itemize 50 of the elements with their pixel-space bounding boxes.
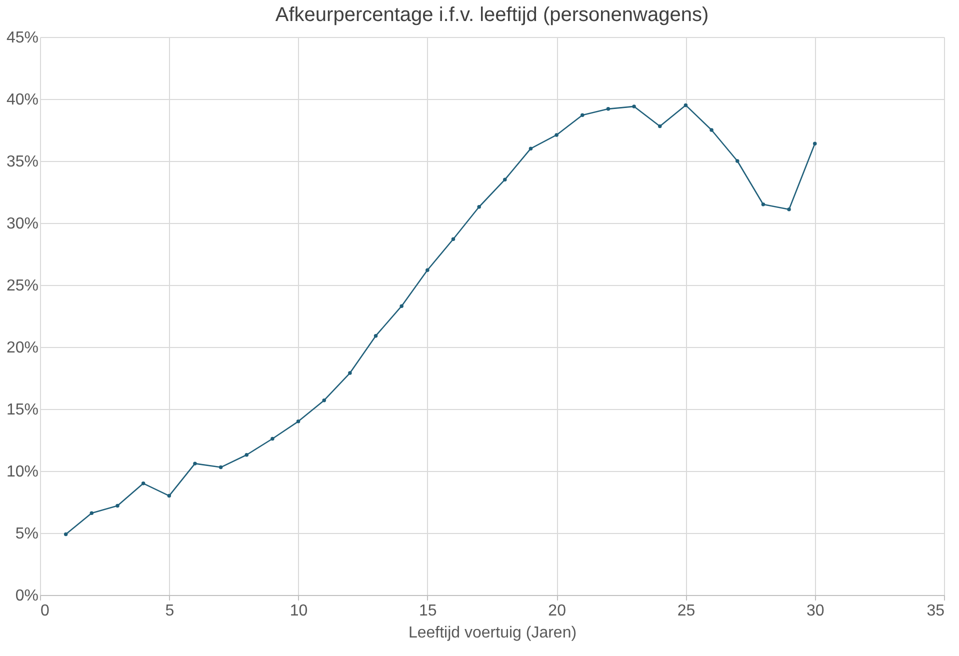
- point: [632, 104, 636, 108]
- x-tick-label: 35: [926, 602, 945, 620]
- point: [812, 142, 817, 146]
- point: [710, 128, 714, 132]
- point: [64, 532, 68, 536]
- point: [554, 133, 558, 137]
- point: [270, 436, 274, 441]
- y-tick-label: 30%: [6, 216, 38, 232]
- point: [606, 107, 610, 111]
- y-tick-label: 15%: [6, 402, 38, 418]
- point: [244, 453, 248, 457]
- point: [736, 159, 740, 163]
- point: [116, 504, 120, 508]
- point: [761, 202, 766, 206]
- point: [374, 334, 378, 338]
- point: [167, 494, 172, 498]
- point: [787, 207, 791, 212]
- y-tick-label: 35%: [6, 154, 38, 170]
- point: [141, 482, 146, 486]
- point: [658, 124, 662, 128]
- y-tick-label: 0%: [15, 588, 38, 604]
- y-tick-label: 40%: [6, 92, 38, 108]
- y-tick-label: 45%: [6, 30, 38, 46]
- point: [90, 511, 94, 516]
- point: [528, 146, 533, 150]
- y-tick-label: 20%: [6, 340, 38, 356]
- point: [477, 205, 481, 209]
- point: [684, 103, 688, 108]
- x-tick-label: 5: [165, 602, 174, 620]
- point: [503, 178, 507, 182]
- x-tick-label: 0: [40, 602, 50, 620]
- x-tick-label: 30: [806, 602, 824, 620]
- point: [348, 371, 352, 375]
- point: [451, 237, 456, 241]
- point: [296, 420, 300, 424]
- y-tick-label: 5%: [15, 526, 38, 542]
- x-tick-label: 20: [548, 602, 566, 620]
- x-tick-label: 25: [677, 602, 696, 620]
- point: [322, 398, 326, 402]
- point: [193, 462, 197, 466]
- point: [580, 113, 584, 117]
- x-tick-label: 10: [290, 602, 308, 620]
- point: [400, 304, 404, 308]
- x-axis-title: Leeftijd voertuig (Jaren): [408, 624, 577, 642]
- chart-title: Afkeurpercentage i.f.v. leeftijd (personenwagens): [275, 4, 709, 26]
- point: [218, 465, 223, 470]
- point: [426, 268, 430, 272]
- x-tick-label: 15: [419, 602, 437, 620]
- y-tick-label: 25%: [6, 278, 38, 294]
- y-tick-label: 10%: [6, 464, 38, 480]
